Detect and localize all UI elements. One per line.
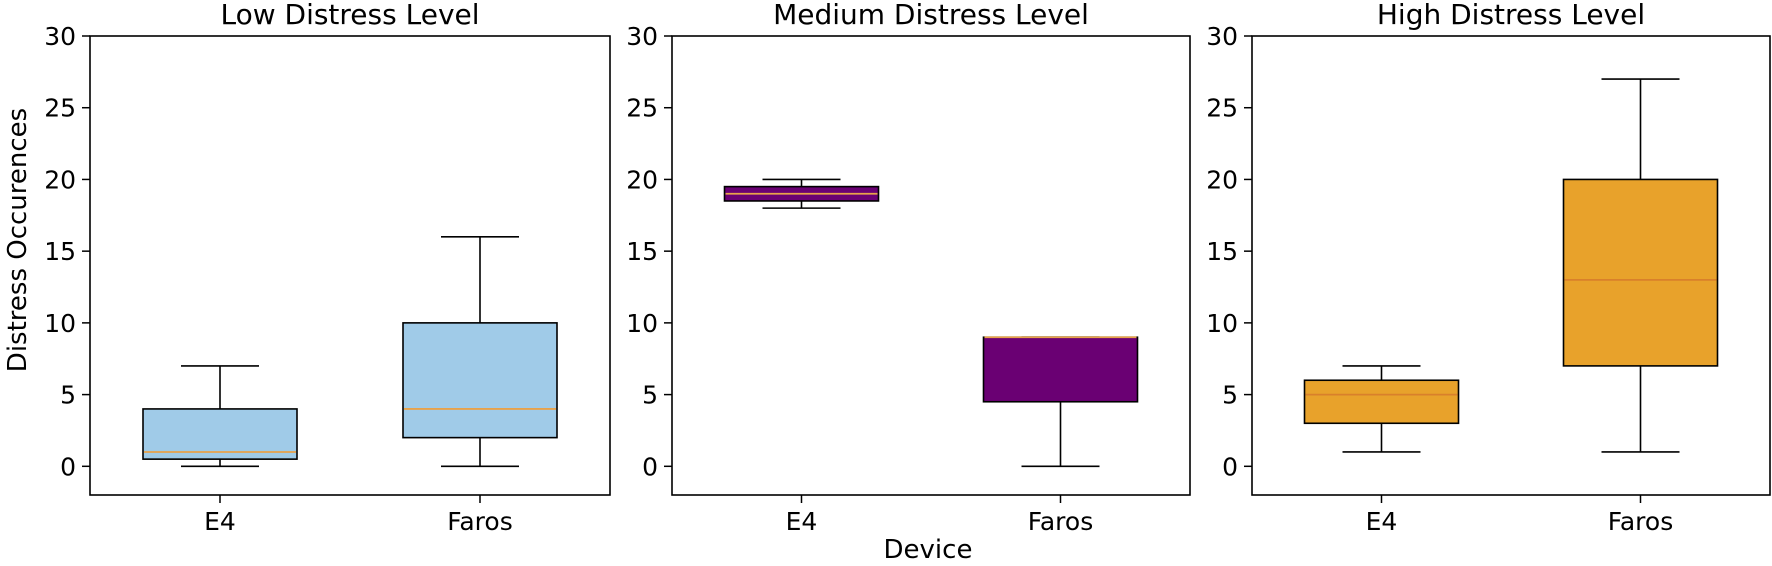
iqr-box (1562, 178, 1719, 367)
y-tick-label: 15 (1206, 237, 1238, 266)
box-faros (402, 236, 558, 468)
x-tick-label: E4 (204, 507, 236, 536)
box-e4 (1303, 365, 1460, 453)
y-tick-label: 0 (60, 452, 76, 481)
box-faros (982, 336, 1139, 468)
panel-3: High Distress Level 0 5 10 15 20 25 30 E4 Faros (1206, 0, 1771, 536)
y-tick-label: 20 (1206, 165, 1238, 194)
y-tick-label: 20 (44, 165, 76, 194)
panel-2: Medium Distress Level 0 5 10 15 20 25 30 E4 Faros (626, 0, 1191, 536)
panel-title: High Distress Level (1377, 0, 1645, 31)
y-tick-label: 30 (1206, 22, 1238, 51)
x-axis-label: Device (884, 535, 973, 565)
x-tick-label: E4 (1366, 507, 1398, 536)
x-tick-label: Faros (1028, 507, 1093, 536)
y-tick-label: 5 (642, 381, 658, 410)
y-tick-label: 0 (1222, 452, 1238, 481)
box-e4 (723, 178, 880, 209)
y-tick-label: 25 (44, 94, 76, 123)
panel-title: Low Distress Level (220, 0, 479, 31)
plot-frame (671, 35, 1191, 496)
x-tick-label: Faros (1608, 507, 1673, 536)
y-tick-label: 5 (1222, 381, 1238, 410)
y-tick-label: 15 (626, 237, 658, 266)
x-tick-label: E4 (786, 507, 818, 536)
plot-frame (1251, 35, 1771, 496)
y-tick-label: 30 (44, 22, 76, 51)
y-tick-label: 15 (44, 237, 76, 266)
iqr-box (402, 322, 558, 439)
plot-frame (89, 35, 611, 496)
panel-title: Medium Distress Level (773, 0, 1089, 31)
iqr-box (982, 336, 1139, 403)
y-tick-label: 10 (626, 309, 658, 338)
y-tick-label: 10 (44, 309, 76, 338)
y-tick-label: 25 (626, 94, 658, 123)
y-tick-label: 25 (1206, 94, 1238, 123)
box-faros (1562, 78, 1719, 453)
y-tick-label: 5 (60, 381, 76, 410)
box-e4 (142, 365, 298, 468)
y-tick-label: 30 (626, 22, 658, 51)
y-tick-label: 0 (642, 452, 658, 481)
y-tick-label: 20 (626, 165, 658, 194)
iqr-box (142, 408, 298, 460)
y-axis-label: Distress Occurences (3, 108, 33, 372)
x-tick-label: Faros (447, 507, 512, 536)
y-tick-label: 10 (1206, 309, 1238, 338)
iqr-box (1303, 379, 1460, 425)
panel-1: Low Distress Level 0 5 10 15 20 25 30 E4 Faros (44, 0, 611, 536)
